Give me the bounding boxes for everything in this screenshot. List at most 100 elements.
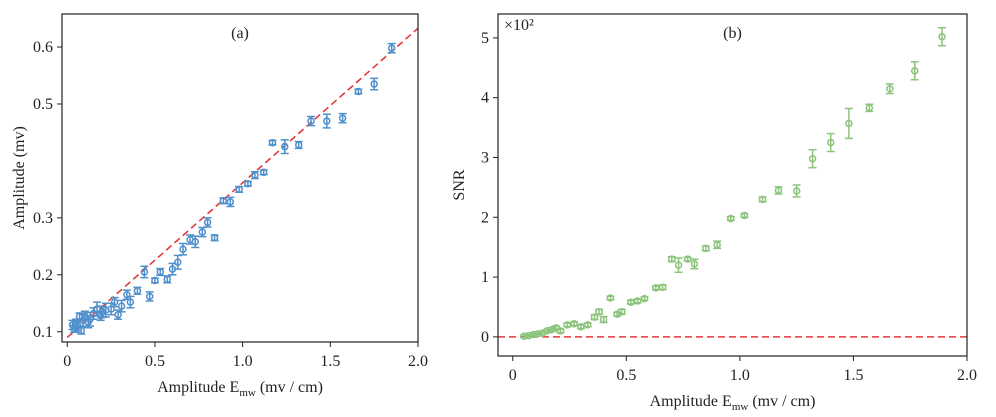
error-bar <box>674 257 683 274</box>
x-tick-label: 1.0 <box>233 353 253 370</box>
x-label-rest: (mv / cm) <box>256 379 323 396</box>
plot-frame <box>497 13 968 357</box>
data-point <box>599 315 608 324</box>
data-point <box>606 294 615 302</box>
error-bar <box>322 113 331 129</box>
x-tick-label: 2.0 <box>408 353 428 370</box>
x-label-main: Amplitude E <box>650 393 732 410</box>
data-point <box>226 198 235 206</box>
y-tick-label: 2 <box>481 209 489 226</box>
data-point <box>323 117 331 125</box>
data-point <box>133 287 142 295</box>
data-point <box>338 114 347 122</box>
data-point <box>268 138 277 147</box>
plot-area <box>66 27 418 339</box>
x-tick-label: 0 <box>509 367 517 384</box>
y-tick-label: 0.1 <box>33 324 53 341</box>
x-axis-label: Amplitude Emw (mv / cm) <box>157 379 323 399</box>
error-bar <box>910 61 919 81</box>
error-bar <box>370 77 379 91</box>
data-point <box>235 185 243 194</box>
y-tick-label: 5 <box>481 30 489 47</box>
y-tick-label: 4 <box>481 90 489 107</box>
data-point <box>740 211 749 220</box>
data-point <box>583 321 592 329</box>
data-point <box>570 319 578 328</box>
x-label-rest: (mv / cm) <box>748 393 815 410</box>
data-point <box>758 195 767 204</box>
error-bar <box>844 107 853 140</box>
y-multiplier: ×10² <box>504 17 534 34</box>
y-tick-label: 0.5 <box>33 96 53 113</box>
data-point <box>179 245 187 253</box>
data-point <box>151 276 159 285</box>
y-tick-label: 0.2 <box>33 267 53 284</box>
x-label-sub: mw <box>239 387 256 399</box>
data-point <box>354 87 363 96</box>
data-point <box>618 308 626 316</box>
error-bar <box>191 235 200 249</box>
panel-title: (b) <box>723 25 742 42</box>
x-axis-label: Amplitude Emw (mv / cm) <box>650 393 816 412</box>
data-point <box>156 268 164 276</box>
data-point <box>126 298 135 306</box>
data-point <box>652 284 660 292</box>
data-point <box>886 84 894 93</box>
error-bar <box>792 184 801 198</box>
data-point <box>210 234 219 242</box>
data-point <box>96 312 105 320</box>
data-point <box>590 313 599 321</box>
data-point <box>911 67 919 75</box>
data-point <box>219 197 228 205</box>
data-point <box>702 244 710 253</box>
data-point <box>140 268 149 276</box>
x-tick-label: 0.5 <box>616 367 636 384</box>
error-bar <box>117 299 126 313</box>
y-tick-label: 3 <box>481 149 489 166</box>
data-point <box>191 238 200 246</box>
data-point <box>792 187 801 195</box>
y-tick-label: 1 <box>481 269 489 286</box>
y-tick-label: 0.6 <box>33 39 53 56</box>
data-point <box>826 138 835 147</box>
data-point <box>117 302 126 310</box>
data-point <box>280 142 289 151</box>
data-point <box>370 80 378 88</box>
data-point <box>294 141 303 149</box>
x-tick-label: 0 <box>63 353 71 370</box>
x-tick-label: 2.0 <box>957 367 977 384</box>
data-point <box>145 292 154 301</box>
data-point <box>307 117 315 125</box>
error-bar <box>826 132 835 153</box>
data-point <box>690 260 699 268</box>
fit-line <box>66 27 418 339</box>
data-point <box>667 255 676 263</box>
data-point <box>123 290 131 299</box>
data-point <box>938 32 946 41</box>
data-point <box>808 154 817 163</box>
data-point <box>658 283 667 291</box>
error-bar <box>280 139 289 155</box>
data-point <box>845 119 853 128</box>
data-point <box>77 326 86 335</box>
x-label-sub: mw <box>732 401 749 412</box>
x-tick-label: 1.0 <box>730 367 750 384</box>
data-point <box>387 44 396 52</box>
data-point <box>244 179 252 188</box>
error-bar <box>938 27 947 47</box>
error-bar <box>808 148 817 169</box>
data-point <box>251 171 259 179</box>
error-bar <box>179 242 188 256</box>
x-tick-label: 1.5 <box>320 353 340 370</box>
x-label-main: Amplitude E <box>157 379 239 396</box>
error-bar <box>140 265 149 279</box>
y-axis-label: SNR <box>451 169 468 200</box>
data-point <box>110 298 119 306</box>
data-point <box>173 258 182 267</box>
data-point <box>203 218 212 227</box>
y-tick-label: 0.3 <box>33 210 53 227</box>
x-tick-label: 0.5 <box>145 353 165 370</box>
data-point <box>198 228 207 236</box>
data-point <box>163 275 171 284</box>
